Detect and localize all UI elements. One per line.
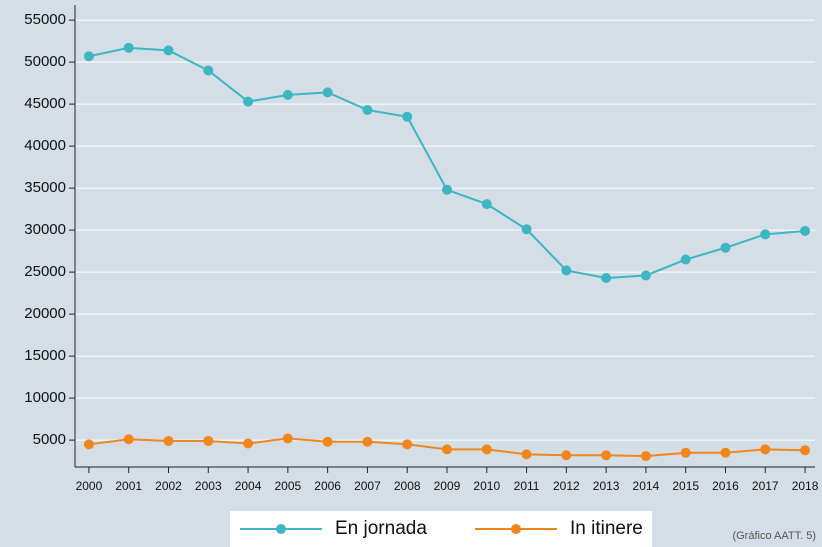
data-point xyxy=(800,445,811,456)
data-point xyxy=(481,199,492,210)
y-tick-label: 40000 xyxy=(24,137,66,154)
x-tick-label: 2000 xyxy=(76,479,103,493)
data-point xyxy=(402,439,413,450)
x-tick-label: 2004 xyxy=(235,479,262,493)
data-point xyxy=(720,447,731,458)
x-tick-label: 2017 xyxy=(752,479,779,493)
y-tick-label: 25000 xyxy=(24,263,66,280)
data-point xyxy=(720,242,731,253)
data-point xyxy=(601,450,612,461)
x-tick-label: 2006 xyxy=(314,479,341,493)
data-point xyxy=(243,438,254,449)
data-point xyxy=(123,434,134,445)
y-tick-label: 55000 xyxy=(24,11,66,28)
data-point xyxy=(83,51,94,62)
x-tick-label: 2018 xyxy=(792,479,819,493)
data-point xyxy=(282,89,293,100)
data-point xyxy=(203,435,214,446)
data-point xyxy=(561,265,572,276)
data-point xyxy=(680,447,691,458)
y-tick-label: 50000 xyxy=(24,53,66,70)
data-point xyxy=(83,439,94,450)
data-point xyxy=(441,444,452,455)
x-tick-label: 2008 xyxy=(394,479,421,493)
data-point xyxy=(521,449,532,460)
x-tick-label: 2016 xyxy=(712,479,739,493)
y-tick-label: 35000 xyxy=(24,179,66,196)
legend-label: En jornada xyxy=(335,518,427,539)
x-tick-label: 2011 xyxy=(514,479,540,493)
y-tick-label: 15000 xyxy=(24,347,66,364)
y-tick-label: 30000 xyxy=(24,221,66,238)
data-point xyxy=(640,451,651,462)
data-point xyxy=(163,435,174,446)
x-tick-label: 2014 xyxy=(633,479,660,493)
data-point xyxy=(800,225,811,236)
x-tick-label: 2003 xyxy=(195,479,222,493)
data-point xyxy=(640,270,651,281)
data-point xyxy=(601,273,612,283)
data-point xyxy=(362,436,373,447)
x-tick-label: 2002 xyxy=(155,479,182,493)
annotation: (Gráfico AATT. 5) xyxy=(732,530,816,542)
data-point xyxy=(362,105,373,115)
x-tick-label: 2012 xyxy=(553,479,580,493)
data-point xyxy=(481,444,492,455)
x-tick-label: 2010 xyxy=(473,479,500,493)
data-point xyxy=(203,65,214,76)
data-point xyxy=(163,45,174,56)
y-tick-label: 5000 xyxy=(33,431,66,448)
data-point xyxy=(123,42,134,53)
x-tick-label: 2005 xyxy=(274,479,301,493)
x-tick-label: 2001 xyxy=(115,479,142,493)
data-point xyxy=(322,436,333,447)
legend-marker xyxy=(511,524,521,534)
y-tick-label: 10000 xyxy=(24,389,66,406)
data-point xyxy=(322,87,333,98)
data-point xyxy=(680,254,691,265)
x-tick-label: 2013 xyxy=(593,479,620,493)
legend-marker xyxy=(276,524,286,534)
x-tick-label: 2007 xyxy=(354,479,381,493)
x-tick-label: 2009 xyxy=(434,479,461,493)
y-tick-label: 20000 xyxy=(24,305,66,322)
data-point xyxy=(402,111,413,122)
x-tick-label: 2015 xyxy=(672,479,699,493)
data-point xyxy=(760,444,771,455)
series-line xyxy=(88,46,806,280)
data-point xyxy=(441,184,452,195)
data-point xyxy=(282,433,293,444)
data-point xyxy=(243,96,254,107)
data-point xyxy=(521,224,532,235)
data-point xyxy=(561,450,572,461)
legend-label: In itinere xyxy=(570,518,643,539)
y-tick-label: 45000 xyxy=(24,95,66,112)
data-point xyxy=(760,229,771,240)
